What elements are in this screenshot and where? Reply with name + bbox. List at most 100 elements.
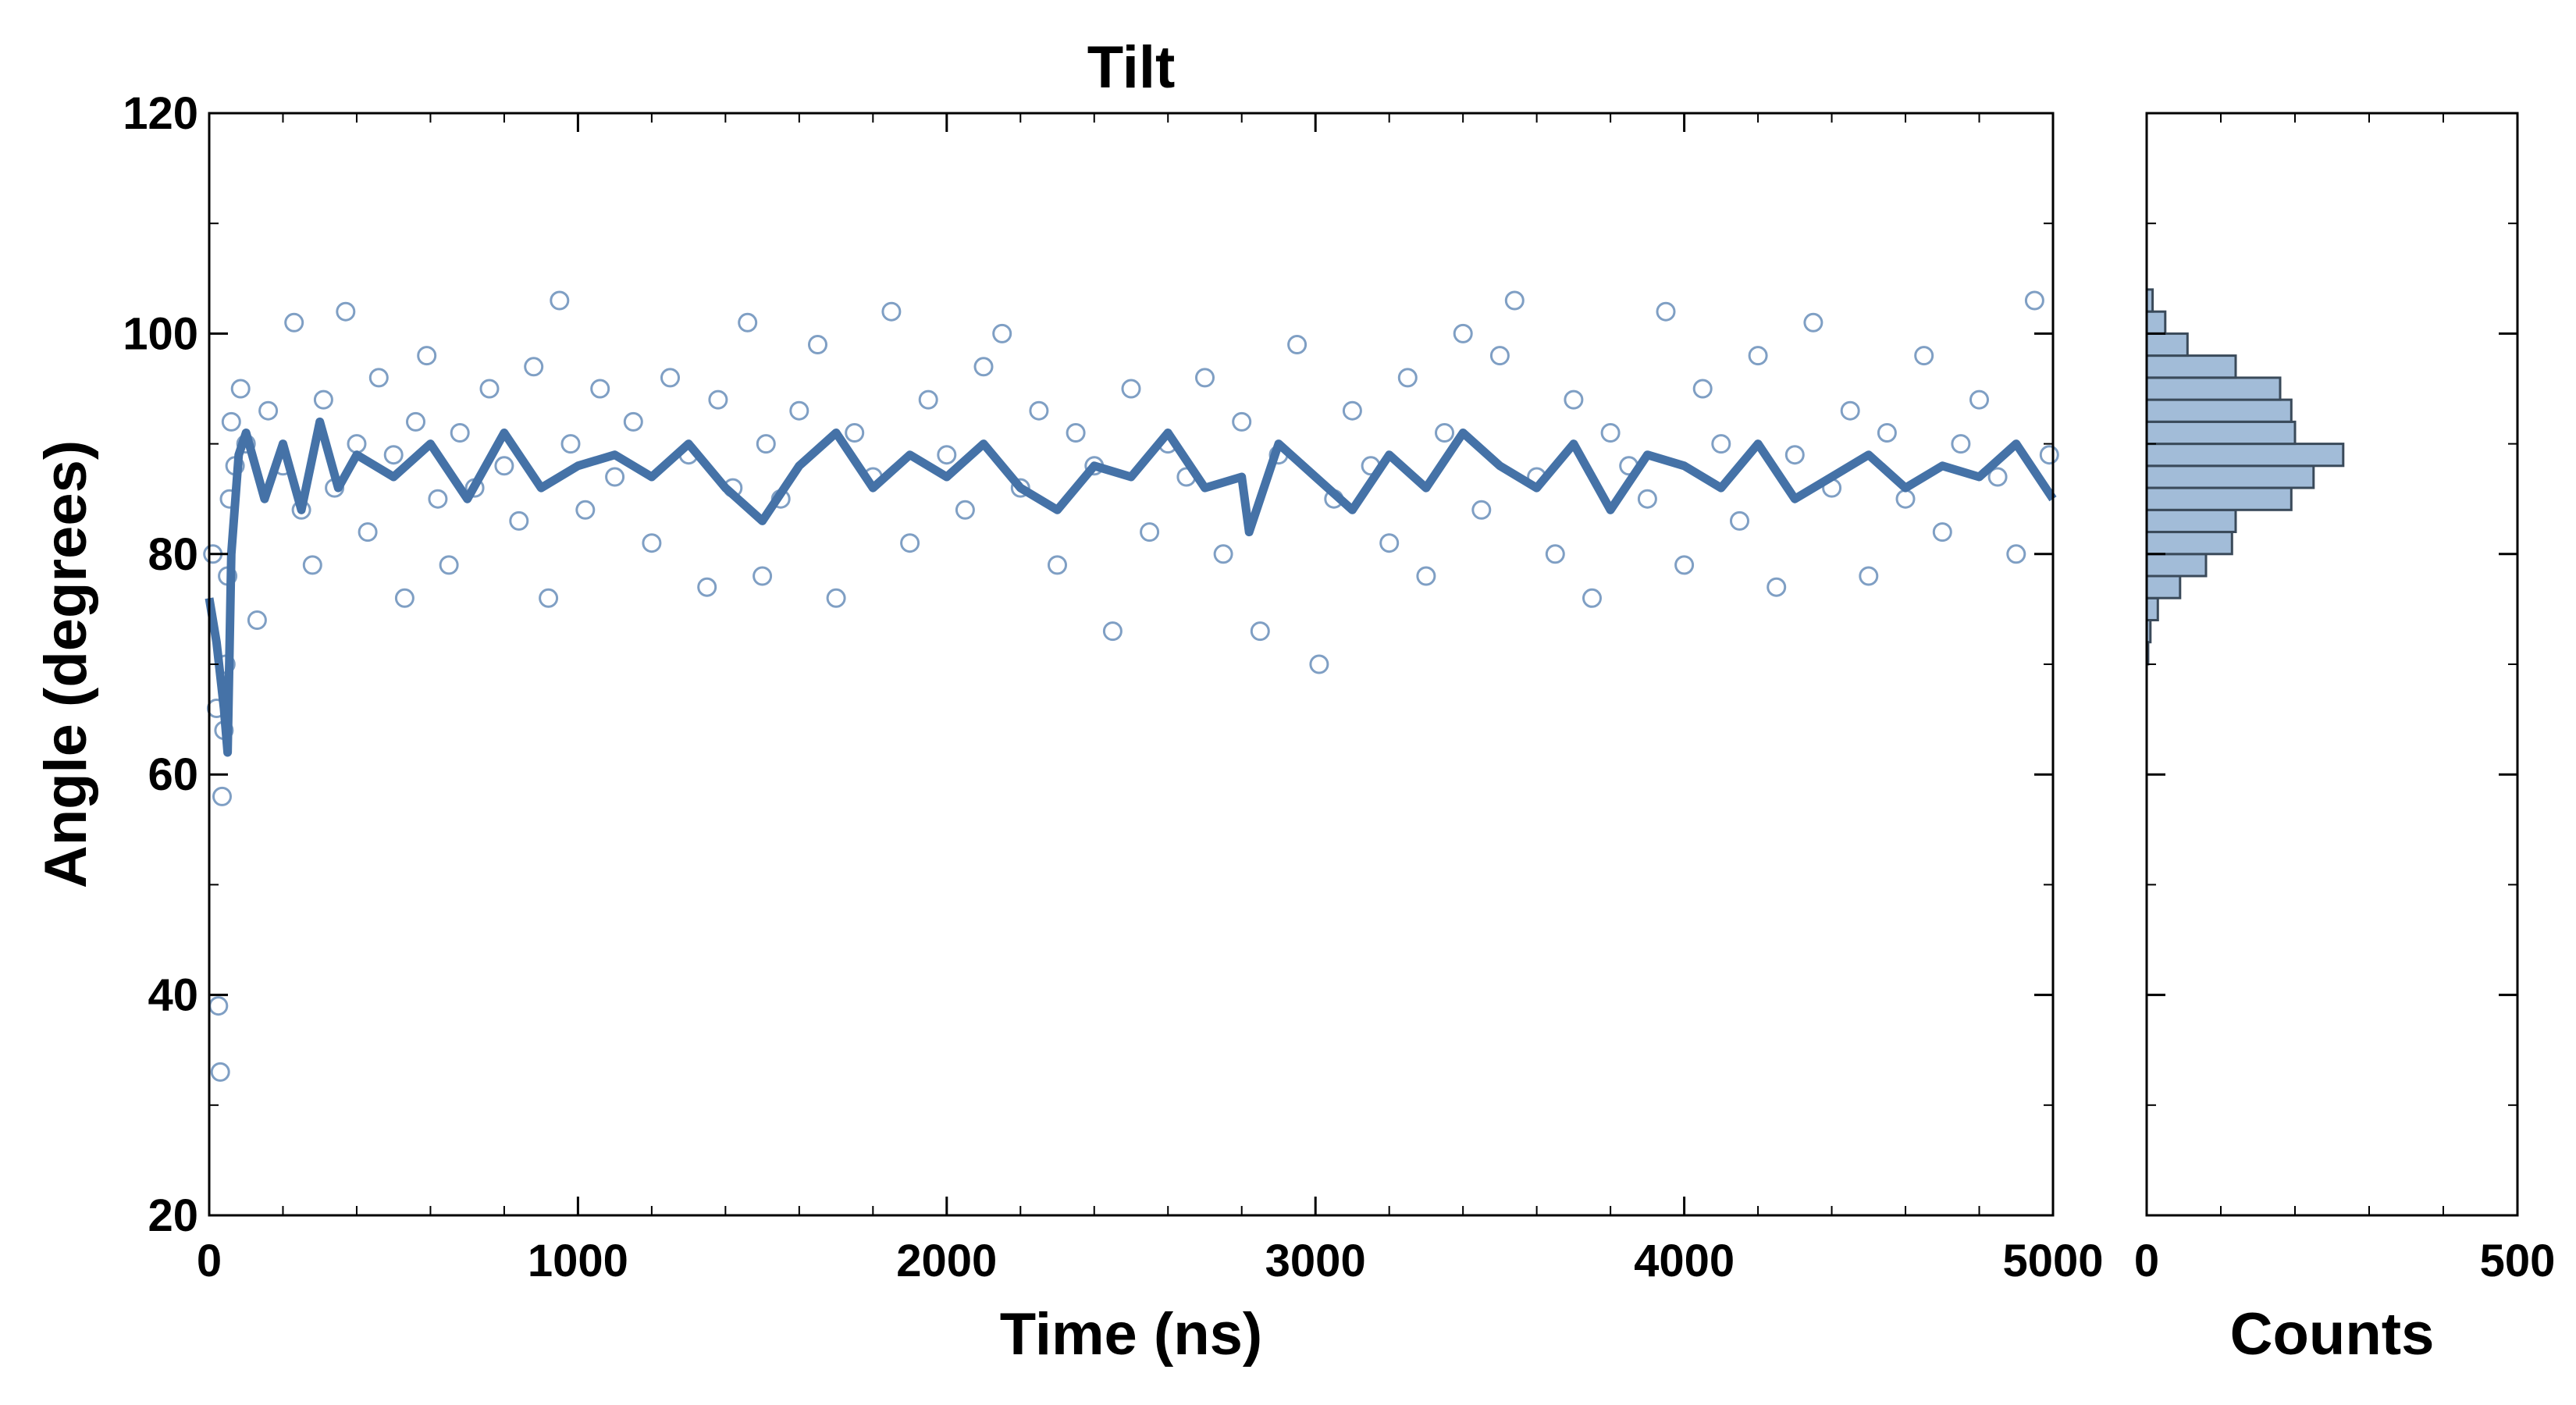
scatter-point: [992, 323, 1012, 343]
running-average-line: [205, 417, 2057, 757]
scatter-point: [881, 301, 902, 322]
histogram-axes-frame: [2145, 112, 2519, 1217]
scatter-point: [1010, 478, 1030, 498]
histogram-bar: [2145, 574, 2182, 599]
y-axis-label: Angle (degrees): [33, 440, 99, 888]
scatter-point: [394, 588, 415, 608]
scatter-point: [1987, 467, 2008, 487]
x-tick-label: 2000: [896, 1236, 997, 1286]
scatter-point: [313, 389, 333, 410]
scatter-point: [406, 411, 425, 432]
scatter-point: [1877, 423, 1897, 443]
scatter-point: [590, 379, 610, 399]
scatter-point: [1674, 555, 1695, 575]
x-tick-label: 1000: [528, 1236, 628, 1286]
scatter-point: [697, 577, 717, 597]
histogram-bar: [2145, 398, 2293, 423]
scatter-point: [230, 379, 251, 399]
scatter-point: [212, 786, 232, 806]
scatter-point: [845, 423, 865, 443]
scatter-point: [918, 389, 938, 410]
scatter-point: [1859, 566, 1879, 586]
scatter-point: [738, 312, 758, 333]
histogram-bar: [2145, 508, 2237, 533]
scatter-point: [1416, 566, 1436, 586]
scatter-point: [1748, 346, 1768, 366]
scatter-point: [1637, 489, 1657, 509]
histogram-bar: [2145, 596, 2159, 621]
scatter-point: [642, 533, 662, 553]
scatter-point: [284, 312, 304, 333]
scatter-point: [1397, 368, 1418, 388]
scatter-point: [247, 610, 267, 630]
scatter-point: [258, 400, 279, 421]
scatter-point: [494, 456, 514, 476]
scatter-point: [1489, 346, 1510, 366]
scatter-point: [1711, 434, 1731, 454]
scatter-point: [1195, 368, 1215, 388]
histogram-bar: [2145, 420, 2297, 446]
scatter-point: [1066, 423, 1086, 443]
y-tick-label: 120: [123, 88, 198, 139]
scatter-point: [336, 301, 356, 322]
y-tick-label: 80: [148, 529, 198, 580]
scatter-point: [1048, 555, 1067, 575]
scatter-point: [1582, 588, 1602, 608]
scatter-point: [753, 566, 773, 586]
scatter-point: [1914, 346, 1934, 366]
x-tick-label: 4000: [1634, 1236, 1735, 1286]
scatter-point: [539, 588, 559, 608]
scatter-point: [1730, 510, 1749, 531]
y-tick-label: 100: [123, 308, 198, 359]
scatter-point: [1692, 379, 1713, 399]
scatter-point: [955, 500, 975, 520]
y-tick-label: 60: [148, 749, 198, 800]
scatter-point: [479, 379, 500, 399]
scatter-point: [509, 510, 529, 531]
main-axes-ticks: 0 1000 2000 3000 4000 5000 20 40 60 80 100 120: [123, 88, 2103, 1286]
scatter-point: [1895, 489, 1916, 509]
histogram-x-tick-label: 0: [2134, 1236, 2159, 1286]
scatter-series: [203, 290, 2059, 1082]
scatter-point: [1564, 389, 1584, 410]
scatter-point: [358, 522, 378, 542]
scatter-point: [1840, 400, 1860, 421]
scatter-point: [1600, 423, 1621, 443]
scatter-point: [210, 1062, 230, 1082]
histogram-panel: 0 500 Counts: [2134, 112, 2556, 1368]
scatter-point: [439, 555, 459, 575]
scatter-point: [660, 368, 680, 388]
scatter-point: [1379, 533, 1400, 553]
scatter-point: [808, 335, 827, 354]
scatter-point: [383, 445, 404, 465]
scatter-point: [708, 389, 728, 410]
scatter-point: [208, 996, 229, 1016]
histogram-bar: [2145, 310, 2167, 335]
scatter-point: [1102, 621, 1123, 642]
scatter-point: [1767, 577, 1787, 597]
scatter-point: [1453, 323, 1473, 343]
scatter-point: [1545, 544, 1565, 564]
x-tick-label: 3000: [1265, 1236, 1366, 1286]
scatter-point: [789, 400, 809, 421]
scatter-point: [1213, 544, 1233, 564]
histogram-x-axis-label: Counts: [2230, 1301, 2435, 1368]
scatter-point: [1932, 522, 1952, 542]
scatter-point: [2006, 544, 2026, 564]
scatter-point: [826, 588, 846, 608]
scatter-point: [302, 555, 322, 575]
scatter-point: [900, 533, 920, 553]
histogram-bar: [2145, 486, 2293, 511]
scatter-point: [428, 489, 448, 509]
histogram-bar: [2145, 376, 2282, 401]
histogram-x-tick-label: 500: [2480, 1236, 2556, 1286]
scatter-point: [2039, 445, 2059, 465]
time-series-panel: 0 1000 2000 3000 4000 5000 20 40 60 80 100 120 Tilt…: [33, 34, 2104, 1368]
main-axes-frame: [208, 112, 2055, 1217]
scatter-point: [221, 411, 241, 432]
histogram-bar: [2145, 354, 2237, 379]
scatter-point: [1784, 445, 1805, 465]
scatter-point: [1969, 389, 1989, 410]
scatter-point: [1140, 522, 1160, 542]
